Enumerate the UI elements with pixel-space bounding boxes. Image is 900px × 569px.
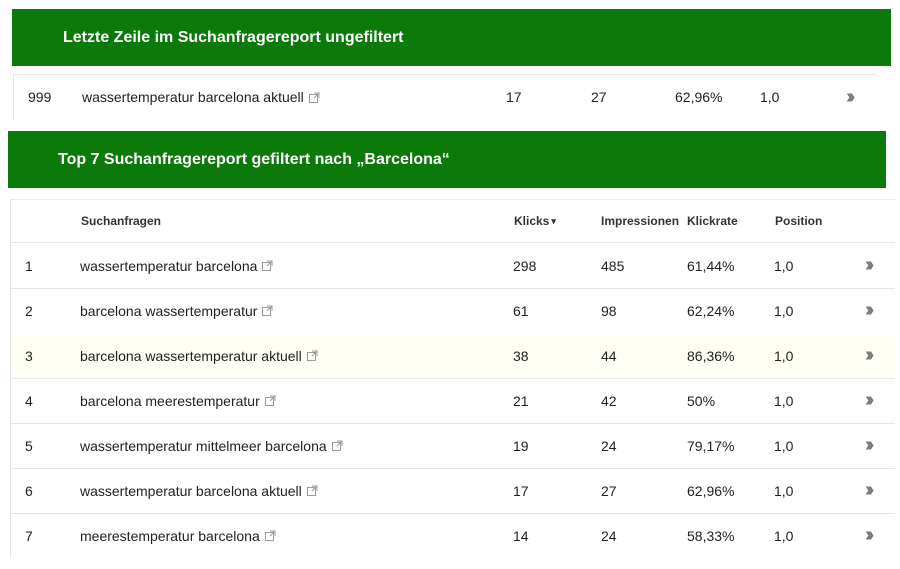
rank-cell: 4 — [25, 392, 33, 409]
rank-cell: 2 — [25, 302, 33, 319]
table-row[interactable]: 999 wassertemperatur barcelona aktuell 1… — [14, 75, 876, 119]
rank-cell: 7 — [25, 527, 33, 544]
external-link-icon[interactable] — [264, 395, 276, 406]
external-link-icon[interactable] — [306, 485, 318, 496]
ctr-cell: 61,44% — [687, 257, 735, 274]
column-header-clicks-label[interactable]: Klicks — [514, 214, 550, 228]
impressions-cell: 24 — [601, 437, 617, 454]
table-header: Suchanfragen Klicks ▾ Impressionen Klick… — [11, 200, 895, 243]
query-cell[interactable]: barcelona wassertemperatur — [80, 288, 273, 333]
external-link-icon[interactable] — [331, 440, 343, 451]
double-chevron-right-icon[interactable]: ›› — [865, 389, 875, 411]
position-cell: 1,0 — [774, 527, 794, 544]
query-cell[interactable]: wassertemperatur barcelona — [80, 243, 273, 288]
table-row[interactable]: 7 meerestemperatur barcelona 14 24 58,33… — [11, 513, 895, 558]
query-text[interactable]: wassertemperatur barcelona — [80, 257, 258, 274]
clicks-cell: 61 — [513, 302, 529, 319]
query-text[interactable]: barcelona meerestemperatur — [80, 392, 260, 409]
rank-cell: 999 — [28, 89, 52, 105]
query-text[interactable]: wassertemperatur barcelona aktuell — [80, 482, 302, 499]
impressions-cell: 98 — [601, 302, 617, 319]
unfiltered-report-title: Letzte Zeile im Suchanfragereport ungefi… — [63, 28, 404, 46]
position-cell: 1,0 — [774, 392, 794, 409]
query-cell[interactable]: wassertemperatur barcelona aktuell — [82, 75, 320, 119]
query-text[interactable]: barcelona wassertemperatur aktuell — [80, 347, 302, 364]
double-chevron-right-icon[interactable]: ›› — [865, 299, 875, 321]
clicks-cell: 38 — [513, 347, 529, 364]
query-cell[interactable]: barcelona wassertemperatur aktuell — [80, 333, 318, 378]
impressions-cell: 27 — [591, 89, 607, 105]
position-cell: 1,0 — [774, 347, 794, 364]
query-text[interactable]: wassertemperatur mittelmeer barcelona — [80, 437, 327, 454]
rank-cell: 6 — [25, 482, 33, 499]
column-header-ctr[interactable]: Klickrate — [687, 214, 738, 228]
impressions-cell: 44 — [601, 347, 617, 364]
query-cell[interactable]: wassertemperatur mittelmeer barcelona — [80, 423, 343, 468]
query-text[interactable]: barcelona wassertemperatur — [80, 302, 258, 319]
table-row-highlighted[interactable]: 3 barcelona wassertemperatur aktuell 38 … — [11, 333, 895, 379]
position-cell: 1,0 — [774, 482, 794, 499]
rank-cell: 5 — [25, 437, 33, 454]
ctr-cell: 86,36% — [687, 347, 735, 364]
clicks-cell: 19 — [513, 437, 529, 454]
external-link-icon[interactable] — [262, 305, 273, 316]
position-cell: 1,0 — [760, 89, 780, 105]
clicks-cell: 17 — [506, 89, 522, 105]
external-link-icon[interactable] — [306, 350, 318, 361]
column-header-position[interactable]: Position — [775, 214, 823, 228]
ctr-cell: 62,96% — [687, 482, 735, 499]
sort-desc-icon[interactable]: ▾ — [551, 215, 556, 226]
position-cell: 1,0 — [774, 257, 794, 274]
impressions-cell: 42 — [601, 392, 617, 409]
query-cell[interactable]: meerestemperatur barcelona — [80, 513, 276, 558]
external-link-icon[interactable] — [264, 530, 276, 541]
filtered-report-title: Top 7 Suchanfragereport gefiltert nach „… — [58, 150, 450, 168]
external-link-icon[interactable] — [308, 92, 320, 103]
query-text[interactable]: meerestemperatur barcelona — [80, 527, 260, 544]
clicks-cell: 298 — [513, 257, 537, 274]
external-link-icon[interactable] — [262, 260, 273, 271]
position-cell: 1,0 — [774, 302, 794, 319]
query-cell[interactable]: barcelona meerestemperatur — [80, 378, 276, 423]
table-row[interactable]: 2 barcelona wassertemperatur 61 98 62,24… — [11, 288, 895, 334]
double-chevron-right-icon[interactable]: ›› — [865, 344, 875, 366]
rank-cell: 1 — [25, 257, 33, 274]
impressions-cell: 27 — [601, 482, 617, 499]
clicks-cell: 17 — [513, 482, 529, 499]
clicks-cell: 14 — [513, 527, 529, 544]
query-cell[interactable]: wassertemperatur barcelona aktuell — [80, 468, 318, 513]
column-header-impressions[interactable]: Impressionen — [601, 214, 680, 228]
clicks-cell: 21 — [513, 392, 529, 409]
double-chevron-right-icon[interactable]: ›› — [865, 434, 875, 456]
ctr-cell: 79,17% — [687, 437, 735, 454]
table-row[interactable]: 1 wassertemperatur barcelona 298 485 61,… — [11, 243, 895, 289]
unfiltered-report-banner: Letzte Zeile im Suchanfragereport ungefi… — [12, 9, 891, 66]
column-header-query[interactable]: Suchanfragen — [81, 214, 162, 228]
double-chevron-right-icon[interactable]: ›› — [865, 524, 875, 546]
ctr-cell: 62,24% — [687, 302, 735, 319]
filtered-report-table: Suchanfragen Klicks ▾ Impressionen Klick… — [10, 199, 895, 558]
column-header-clicks[interactable]: Klicks ▾ — [514, 200, 556, 242]
ctr-cell: 50% — [687, 392, 716, 409]
unfiltered-report-card: 999 wassertemperatur barcelona aktuell 1… — [13, 74, 876, 119]
table-row[interactable]: 5 wassertemperatur mittelmeer barcelona … — [11, 423, 895, 469]
double-chevron-right-icon[interactable]: ›› — [865, 479, 875, 501]
impressions-cell: 485 — [601, 257, 625, 274]
table-row[interactable]: 4 barcelona meerestemperatur 21 42 50% 1… — [11, 378, 895, 424]
ctr-cell: 62,96% — [675, 89, 723, 105]
double-chevron-right-icon[interactable]: ›› — [865, 254, 875, 276]
position-cell: 1,0 — [774, 437, 794, 454]
impressions-cell: 24 — [601, 527, 617, 544]
table-row[interactable]: 6 wassertemperatur barcelona aktuell 17 … — [11, 468, 895, 514]
double-chevron-right-icon[interactable]: ›› — [846, 85, 856, 108]
rank-cell: 3 — [25, 347, 33, 364]
filtered-report-banner: Top 7 Suchanfragereport gefiltert nach „… — [8, 131, 886, 188]
ctr-cell: 58,33% — [687, 527, 735, 544]
query-text[interactable]: wassertemperatur barcelona aktuell — [82, 89, 304, 105]
